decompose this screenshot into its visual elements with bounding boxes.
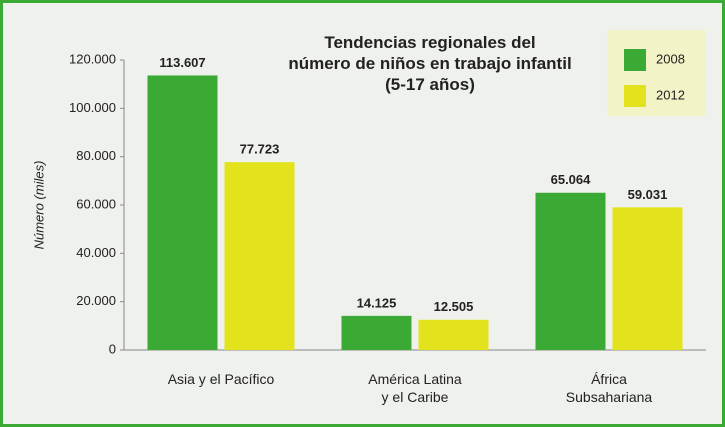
x-tick-label: Asia y el Pacífico bbox=[167, 371, 275, 387]
bar bbox=[147, 75, 218, 350]
legend-label: 2012 bbox=[656, 87, 685, 102]
value-label: 14.125 bbox=[357, 295, 397, 310]
value-label: 59.031 bbox=[628, 187, 668, 202]
bar bbox=[535, 192, 606, 350]
y-tick-label: 20.000 bbox=[76, 293, 116, 308]
y-tick-label: 40.000 bbox=[76, 245, 116, 260]
y-tick-label: 100.000 bbox=[69, 100, 116, 115]
y-tick-label: 60.000 bbox=[76, 196, 116, 211]
x-tick-label: África Subsahariana bbox=[565, 371, 653, 405]
y-axis-label: Número (miles) bbox=[31, 161, 46, 250]
value-label: 12.505 bbox=[434, 299, 474, 314]
legend-label: 2008 bbox=[656, 51, 685, 66]
bar bbox=[341, 315, 412, 350]
bar bbox=[612, 207, 683, 350]
y-tick-label: 0 bbox=[109, 341, 116, 356]
legend-swatch bbox=[624, 85, 646, 107]
legend-box bbox=[607, 30, 706, 116]
value-label: 113.607 bbox=[159, 55, 205, 70]
chart-title: Tendencias regionales del número de niño… bbox=[288, 33, 572, 94]
y-tick-label: 120.000 bbox=[69, 51, 116, 66]
value-label: 65.064 bbox=[551, 172, 592, 187]
bar bbox=[224, 162, 295, 350]
y-tick-label: 80.000 bbox=[76, 148, 116, 163]
x-tick-label: América Latina y el Caribe bbox=[368, 371, 462, 405]
bar bbox=[418, 319, 489, 350]
legend-swatch bbox=[624, 49, 646, 71]
value-label: 77.723 bbox=[240, 142, 280, 157]
